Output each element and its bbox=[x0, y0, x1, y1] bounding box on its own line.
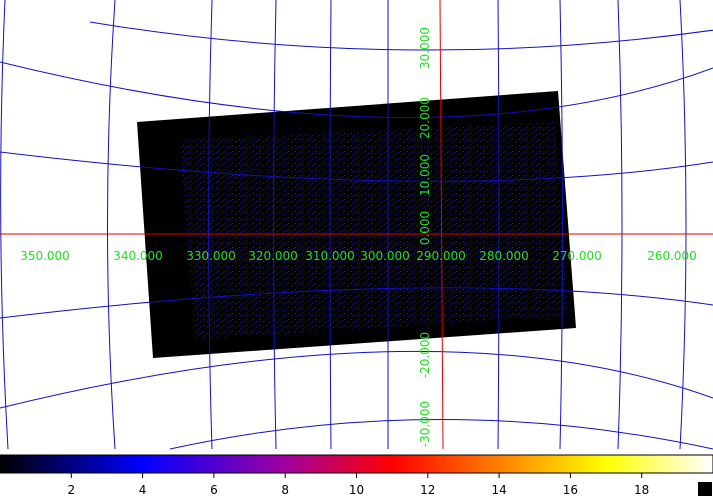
grid-line bbox=[0, 151, 713, 182]
colorbar-gradient bbox=[0, 454, 713, 474]
grid-line bbox=[497, 0, 500, 450]
dec-label: 10.000 bbox=[418, 154, 432, 196]
tick-label: 14 bbox=[491, 483, 506, 497]
ra-label: 320.000 bbox=[248, 249, 298, 263]
grid-line bbox=[0, 61, 713, 118]
grid-line bbox=[107, 0, 116, 450]
tick-label: 4 bbox=[139, 483, 147, 497]
grid-line bbox=[329, 0, 332, 450]
grid-line bbox=[559, 0, 563, 450]
ra-label: 260.000 bbox=[647, 249, 697, 263]
axis-labels: 350.000 340.000 330.000 320.000 310.000 300.0… bbox=[20, 27, 697, 447]
colorbar-ticks: 2 4 6 8 10 12 14 16 18 bbox=[67, 473, 649, 497]
ra-label: 350.000 bbox=[20, 249, 70, 263]
ra-label: 340.000 bbox=[113, 249, 163, 263]
ra-label: 270.000 bbox=[552, 249, 602, 263]
events bbox=[180, 122, 568, 340]
tick-label: 10 bbox=[349, 483, 364, 497]
ra-label: 330.000 bbox=[186, 249, 236, 263]
tick-label: 8 bbox=[281, 483, 289, 497]
tick-label: 16 bbox=[563, 483, 578, 497]
tick-label: 2 bbox=[67, 483, 75, 497]
grid-line bbox=[679, 0, 687, 450]
tick-label: 6 bbox=[210, 483, 218, 497]
colorbar: 2 4 6 8 10 12 14 16 18 bbox=[0, 454, 713, 497]
dec-label: -30.000 bbox=[418, 401, 432, 447]
ra-label: 290.000 bbox=[416, 249, 466, 263]
grid-line bbox=[387, 0, 389, 450]
ra-label: 300.000 bbox=[360, 249, 410, 263]
grid-line bbox=[617, 0, 623, 450]
ra-label: 280.000 bbox=[479, 249, 529, 263]
dec-label: -20.000 bbox=[418, 332, 432, 378]
grid-line bbox=[0, 287, 713, 319]
ra-label: 310.000 bbox=[305, 249, 355, 263]
dec-label: 30.000 bbox=[418, 27, 432, 69]
grid-line bbox=[0, 350, 713, 409]
dec-label: 0.000 bbox=[418, 211, 432, 245]
axis-line bbox=[439, 0, 444, 450]
tick-label: 12 bbox=[420, 483, 435, 497]
image-area: 350.000 340.000 330.000 320.000 310.000 300.0… bbox=[0, 0, 713, 450]
coordinate-grid bbox=[0, 0, 713, 450]
tick-label: 18 bbox=[634, 483, 649, 497]
grid-line bbox=[208, 0, 213, 450]
grid-line bbox=[0, 0, 9, 450]
grid-line bbox=[169, 419, 713, 450]
dec-label: 20.000 bbox=[418, 97, 432, 139]
colorbar-marker bbox=[698, 482, 712, 496]
grid-line bbox=[273, 0, 277, 450]
